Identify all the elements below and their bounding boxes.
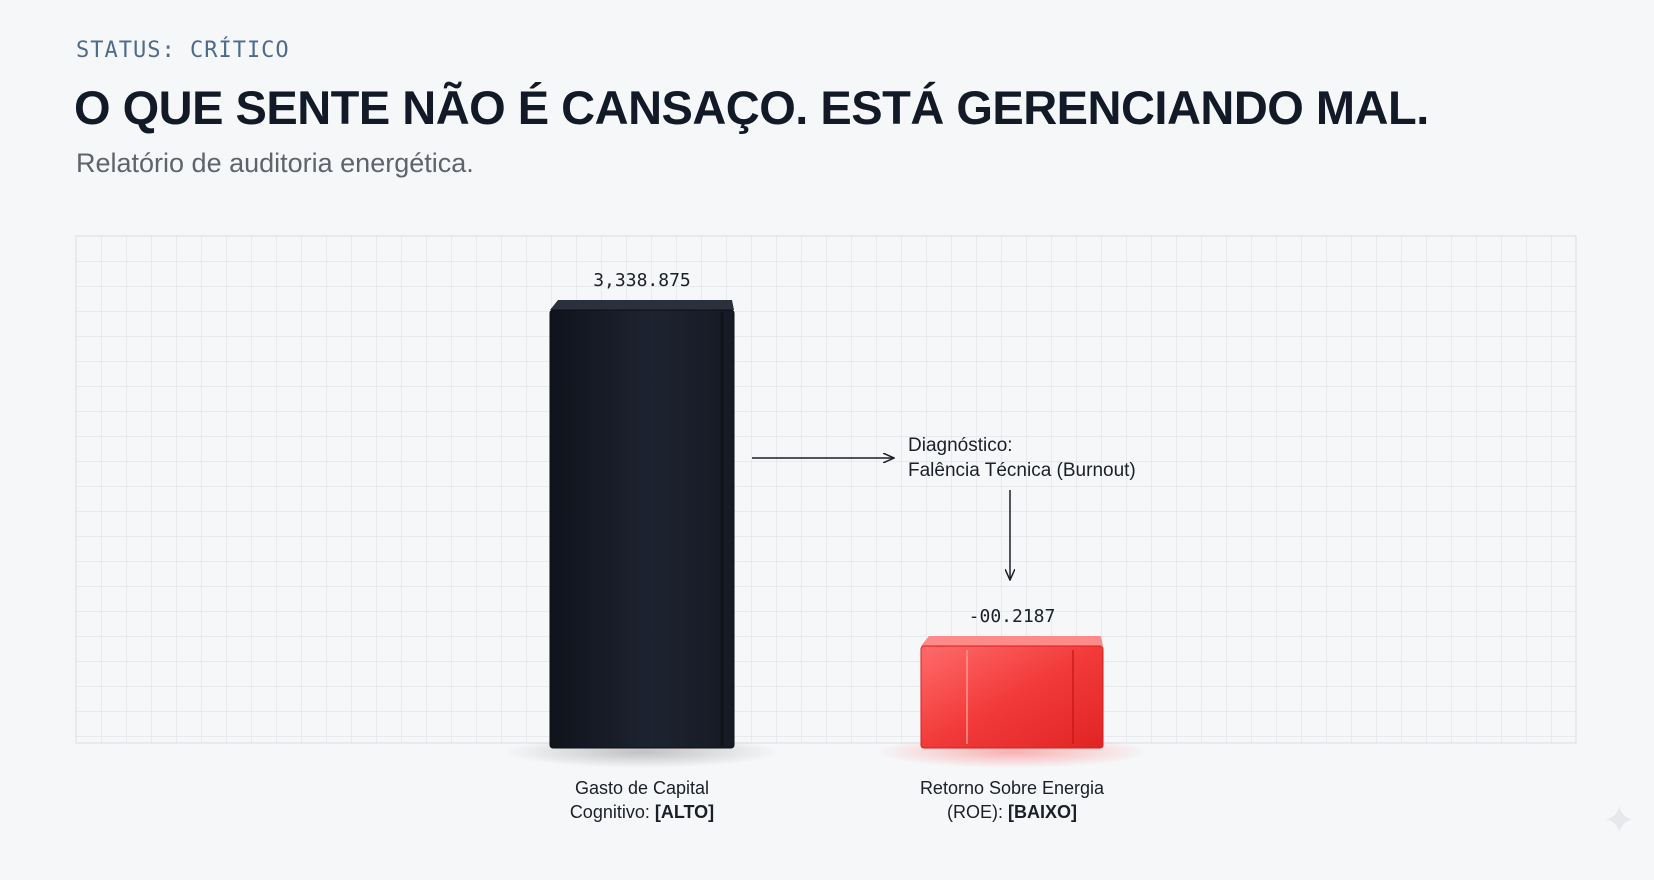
category-label-1-line1: Gasto de Capital: [575, 778, 709, 798]
bar-1: 3,338.875 Gasto de Capital Cognitivo: [ALT…: [504, 270, 780, 822]
page-subtitle: Relatório de auditoria energética.: [76, 148, 474, 178]
diagnosis-annotation: Diagnóstico: Falência Técnica (Burnout): [752, 435, 1136, 580]
category-label-1-line2: Cognitivo: [ALTO]: [570, 802, 714, 822]
bar-front-face: [549, 309, 735, 749]
category-label-level: [ALTO]: [655, 802, 714, 822]
status-label: STATUS: CRÍTICO: [76, 38, 290, 63]
category-label-2-line2: (ROE): [BAIXO]: [947, 802, 1077, 822]
page-title: O QUE SENTE NÃO É CANSAÇO. ESTÁ GERENCIA…: [74, 81, 1429, 134]
category-label-level: [BAIXO]: [1008, 802, 1077, 822]
bar-front-face: [920, 645, 1104, 749]
category-label-2-line1: Retorno Sobre Energia: [920, 778, 1105, 798]
category-label-prefix: (ROE):: [947, 802, 1008, 822]
annotation-line1: Diagnóstico:: [908, 435, 1013, 456]
annotation-line2: Falência Técnica (Burnout): [908, 460, 1136, 481]
value-label-1: 3,338.875: [593, 270, 691, 291]
category-label-prefix: Cognitivo:: [570, 802, 655, 822]
value-label-2: -00.2187: [969, 606, 1056, 627]
bar-2: -00.2187 Retorno Sobre Energia (ROE): [BAI…: [875, 606, 1149, 822]
chart-grid: [75, 235, 1577, 744]
bar-top-face: [550, 300, 734, 310]
sparkle-icon: ✦: [1602, 799, 1636, 843]
bar-top-face: [921, 636, 1103, 646]
